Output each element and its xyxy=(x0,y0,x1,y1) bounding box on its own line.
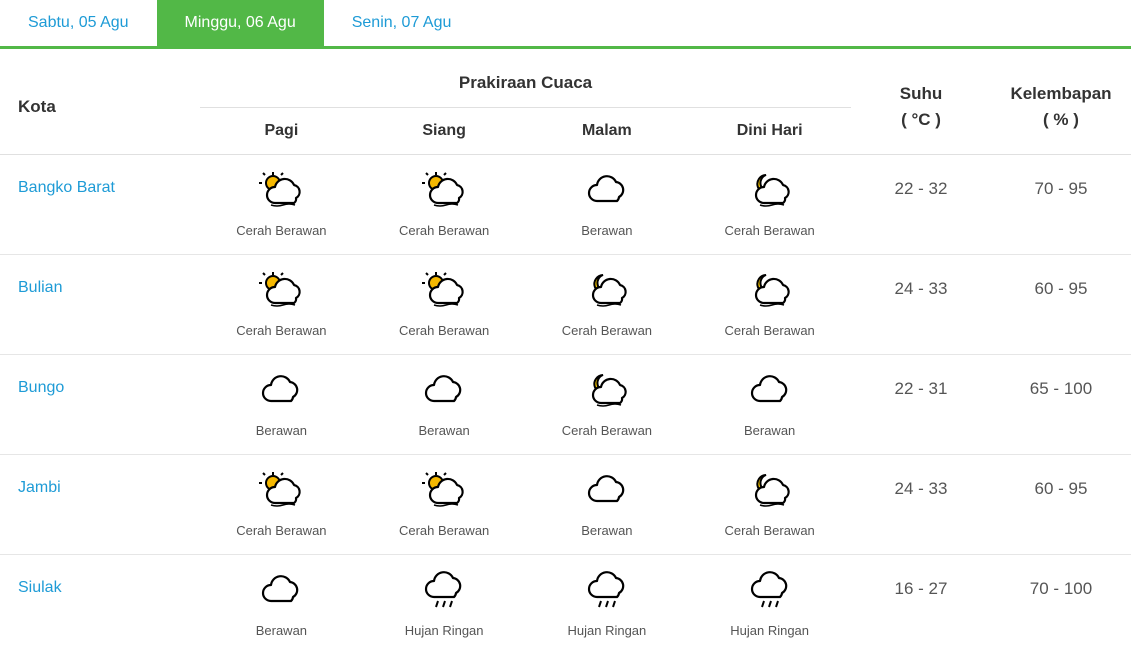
header-temp-unit: ( °C ) xyxy=(901,110,941,129)
header-humidity: Kelembapan ( % ) xyxy=(991,49,1131,155)
cloud-icon xyxy=(583,471,631,515)
humidity-value: 70 - 95 xyxy=(991,155,1131,255)
forecast-cell: Cerah Berawan xyxy=(688,155,851,255)
sun_cloud-icon xyxy=(420,471,468,515)
header-time-1: Siang xyxy=(363,108,526,155)
forecast-cell: Hujan Ringan xyxy=(526,555,689,655)
header-time-3: Dini Hari xyxy=(688,108,851,155)
weather-label: Cerah Berawan xyxy=(724,223,814,238)
table-row: Bungo Berawan Berawan Cerah Berawan Berawan 2… xyxy=(0,355,1131,455)
humidity-value: 70 - 100 xyxy=(991,555,1131,655)
header-city: Kota xyxy=(0,49,200,155)
forecast-cell: Cerah Berawan xyxy=(526,255,689,355)
forecast-cell: Berawan xyxy=(526,455,689,555)
sun_cloud-icon xyxy=(420,171,468,215)
weather-label: Cerah Berawan xyxy=(236,223,326,238)
header-time-0: Pagi xyxy=(200,108,363,155)
rain-icon xyxy=(746,571,794,615)
tab-0[interactable]: Sabtu, 05 Agu xyxy=(0,0,157,46)
rain-icon xyxy=(420,571,468,615)
moon_cloud-icon xyxy=(746,271,794,315)
forecast-cell: Cerah Berawan xyxy=(200,155,363,255)
weather-label: Berawan xyxy=(744,423,795,438)
weather-label: Hujan Ringan xyxy=(405,623,484,638)
forecast-cell: Cerah Berawan xyxy=(363,255,526,355)
city-link[interactable]: Bulian xyxy=(0,255,200,355)
temp-value: 22 - 32 xyxy=(851,155,991,255)
rain-icon xyxy=(583,571,631,615)
weather-label: Cerah Berawan xyxy=(399,323,489,338)
moon_cloud-icon xyxy=(746,471,794,515)
moon_cloud-icon xyxy=(583,271,631,315)
sun_cloud-icon xyxy=(257,171,305,215)
humidity-value: 65 - 100 xyxy=(991,355,1131,455)
forecast-cell: Berawan xyxy=(526,155,689,255)
weather-label: Cerah Berawan xyxy=(724,523,814,538)
cloud-icon xyxy=(257,371,305,415)
forecast-cell: Hujan Ringan xyxy=(363,555,526,655)
forecast-cell: Berawan xyxy=(200,555,363,655)
cloud-icon xyxy=(420,371,468,415)
sun_cloud-icon xyxy=(257,271,305,315)
temp-value: 24 - 33 xyxy=(851,455,991,555)
forecast-cell: Cerah Berawan xyxy=(200,455,363,555)
weather-label: Berawan xyxy=(256,423,307,438)
weather-label: Cerah Berawan xyxy=(399,223,489,238)
weather-label: Hujan Ringan xyxy=(567,623,646,638)
header-humidity-unit: ( % ) xyxy=(1043,110,1079,129)
cloud-icon xyxy=(257,571,305,615)
header-time-2: Malam xyxy=(526,108,689,155)
city-link[interactable]: Bangko Barat xyxy=(0,155,200,255)
weather-label: Berawan xyxy=(581,223,632,238)
moon_cloud-icon xyxy=(746,171,794,215)
sun_cloud-icon xyxy=(257,471,305,515)
header-temp-label: Suhu xyxy=(900,84,943,103)
temp-value: 24 - 33 xyxy=(851,255,991,355)
humidity-value: 60 - 95 xyxy=(991,455,1131,555)
temp-value: 16 - 27 xyxy=(851,555,991,655)
city-link[interactable]: Jambi xyxy=(0,455,200,555)
city-link[interactable]: Bungo xyxy=(0,355,200,455)
temp-value: 22 - 31 xyxy=(851,355,991,455)
tab-2[interactable]: Senin, 07 Agu xyxy=(324,0,480,46)
weather-label: Cerah Berawan xyxy=(399,523,489,538)
forecast-cell: Berawan xyxy=(688,355,851,455)
header-forecast: Prakiraan Cuaca xyxy=(200,49,851,108)
header-temp: Suhu ( °C ) xyxy=(851,49,991,155)
weather-label: Cerah Berawan xyxy=(724,323,814,338)
table-row: Siulak Berawan Hujan Ringan Hujan Ringan Huj… xyxy=(0,555,1131,655)
weather-label: Cerah Berawan xyxy=(562,423,652,438)
header-humidity-label: Kelembapan xyxy=(1010,84,1111,103)
forecast-cell: Berawan xyxy=(363,355,526,455)
sun_cloud-icon xyxy=(420,271,468,315)
forecast-cell: Cerah Berawan xyxy=(200,255,363,355)
forecast-cell: Hujan Ringan xyxy=(688,555,851,655)
weather-label: Berawan xyxy=(256,623,307,638)
weather-label: Hujan Ringan xyxy=(730,623,809,638)
cloud-icon xyxy=(583,171,631,215)
table-row: Jambi Cerah Berawan Cerah Berawan Berawan Ce… xyxy=(0,455,1131,555)
moon_cloud-icon xyxy=(583,371,631,415)
weather-label: Berawan xyxy=(581,523,632,538)
forecast-cell: Cerah Berawan xyxy=(688,455,851,555)
humidity-value: 60 - 95 xyxy=(991,255,1131,355)
weather-label: Berawan xyxy=(418,423,469,438)
forecast-cell: Berawan xyxy=(200,355,363,455)
forecast-cell: Cerah Berawan xyxy=(363,455,526,555)
tab-1[interactable]: Minggu, 06 Agu xyxy=(157,0,324,46)
forecast-cell: Cerah Berawan xyxy=(363,155,526,255)
cloud-icon xyxy=(746,371,794,415)
forecast-cell: Cerah Berawan xyxy=(526,355,689,455)
weather-label: Cerah Berawan xyxy=(562,323,652,338)
forecast-table: Kota Prakiraan Cuaca Suhu ( °C ) Kelemba… xyxy=(0,49,1131,654)
weather-label: Cerah Berawan xyxy=(236,523,326,538)
date-tabs: Sabtu, 05 AguMinggu, 06 AguSenin, 07 Agu xyxy=(0,0,1131,49)
forecast-cell: Cerah Berawan xyxy=(688,255,851,355)
table-row: Bangko Barat Cerah Berawan Cerah Berawan Be… xyxy=(0,155,1131,255)
table-row: Bulian Cerah Berawan Cerah Berawan Cerah Be… xyxy=(0,255,1131,355)
weather-label: Cerah Berawan xyxy=(236,323,326,338)
city-link[interactable]: Siulak xyxy=(0,555,200,655)
